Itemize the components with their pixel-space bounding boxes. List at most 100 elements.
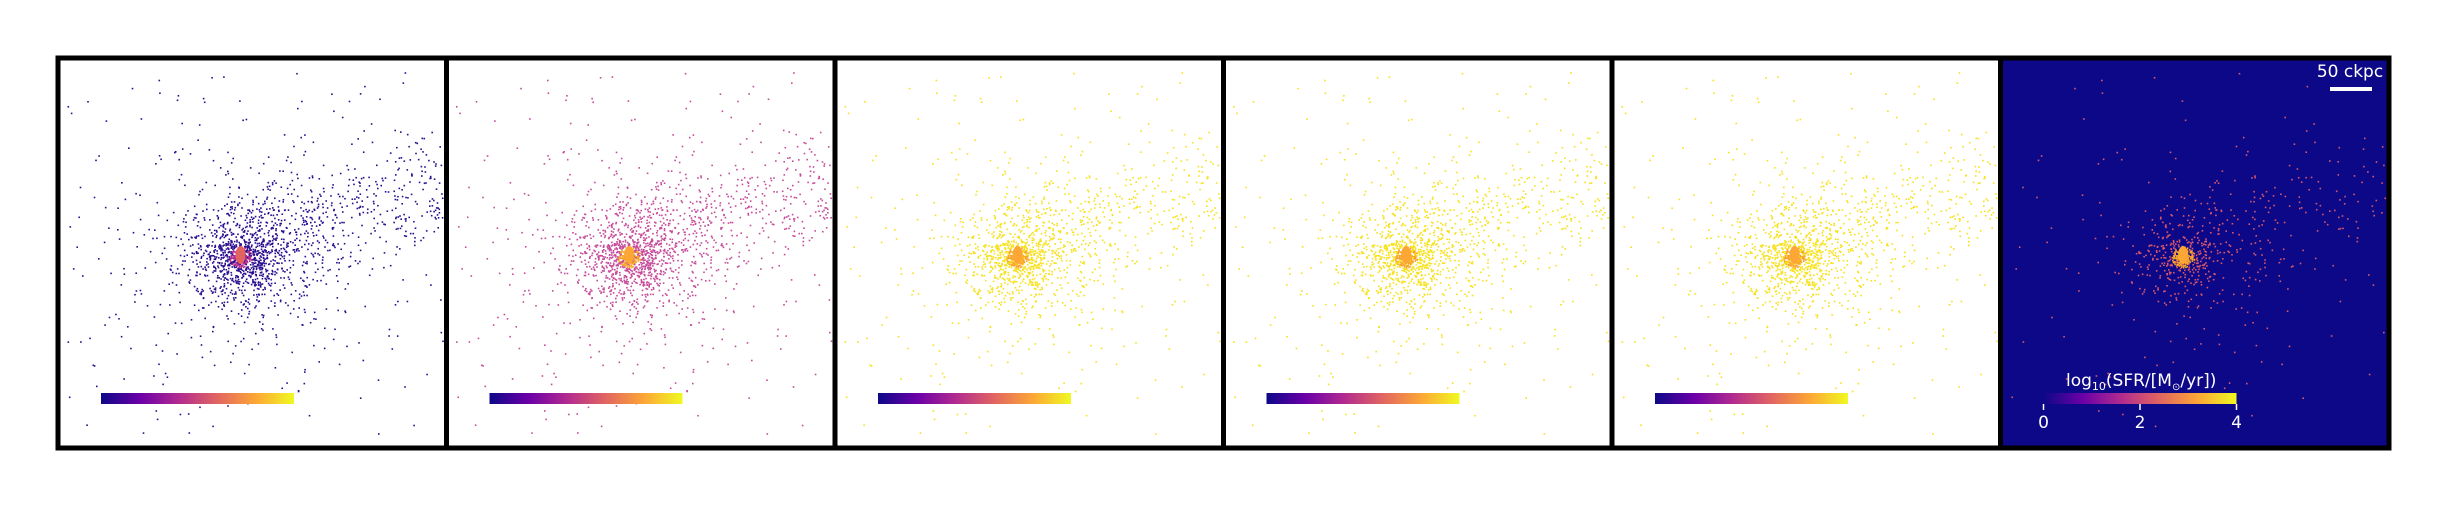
particle-point <box>246 281 249 284</box>
particle-point <box>258 209 261 211</box>
particle-point <box>596 253 598 256</box>
particle-point <box>647 274 650 277</box>
particle-point <box>1038 228 1040 230</box>
particle-point <box>681 249 683 251</box>
particle-point <box>253 262 256 265</box>
particle-point <box>694 230 696 232</box>
particle-point <box>1017 272 1019 274</box>
particle-point <box>567 291 569 294</box>
particle-point <box>354 168 356 170</box>
particle-point <box>430 284 432 286</box>
particle-point <box>393 221 395 224</box>
particle-point <box>274 367 277 369</box>
particle-point <box>907 347 909 350</box>
particle-point <box>1031 271 1034 273</box>
particle-point <box>1037 256 1039 258</box>
particle-point <box>630 264 633 266</box>
particle-point <box>1049 245 1051 248</box>
particle-point <box>290 282 293 284</box>
particle-point <box>608 258 611 261</box>
particle-point <box>822 216 825 219</box>
particle-point <box>589 233 591 236</box>
particle-point <box>646 288 649 290</box>
particle-point <box>274 233 277 235</box>
particle-point <box>698 189 701 191</box>
particle-point <box>136 246 138 248</box>
particle-point <box>588 226 590 229</box>
particle-point <box>226 203 228 205</box>
particle-point <box>802 240 805 243</box>
particle-point <box>977 248 979 251</box>
particle-point <box>650 239 653 242</box>
particle-point <box>310 244 313 247</box>
particle-point <box>229 228 232 231</box>
particle-point <box>654 251 657 254</box>
particle-point <box>660 269 662 272</box>
particle-point <box>233 240 236 243</box>
particle-point <box>977 255 980 258</box>
particle-point <box>606 245 609 247</box>
particle-point <box>1063 251 1065 254</box>
particle-point <box>634 225 637 228</box>
particle-point <box>684 248 686 251</box>
particle-point <box>340 248 342 251</box>
particle-point <box>981 268 984 270</box>
particle-point <box>1047 260 1049 263</box>
particle-point <box>797 181 800 183</box>
particle-point <box>1037 245 1040 248</box>
particle-point <box>262 323 264 325</box>
particle-point <box>381 221 384 223</box>
particle-point <box>223 304 225 306</box>
particle-point <box>1124 234 1127 237</box>
particle-point <box>666 219 668 221</box>
particle-point <box>254 237 257 239</box>
particle-point <box>260 248 263 251</box>
particle-point <box>690 279 693 282</box>
particle-point <box>224 234 227 237</box>
particle-point <box>1043 242 1046 245</box>
particle-point <box>204 275 207 277</box>
particle-point <box>1040 262 1043 265</box>
particle-point <box>248 254 250 256</box>
particle-point <box>1021 240 1023 243</box>
particle-point <box>183 218 185 220</box>
particle-point <box>974 252 976 254</box>
particle-point <box>78 216 80 219</box>
particle-point <box>785 300 788 303</box>
particle-point <box>256 263 259 266</box>
particle-point <box>793 230 796 233</box>
particle-point <box>1009 248 1011 250</box>
particle-point <box>828 299 831 301</box>
particle-point <box>599 255 601 257</box>
particle-point <box>643 251 646 253</box>
particle-point <box>325 308 328 310</box>
particle-point <box>1008 207 1010 210</box>
particle-point <box>1077 136 1079 139</box>
particle-point <box>631 231 633 233</box>
particle-point <box>734 164 737 167</box>
particle-point <box>601 260 603 263</box>
particle-point <box>656 230 659 232</box>
particle-point <box>751 176 753 179</box>
particle-point <box>192 261 194 263</box>
particle-point <box>761 227 764 229</box>
particle-point <box>662 270 665 273</box>
particle-point <box>227 172 230 175</box>
particle-point <box>721 209 724 212</box>
particle-point <box>1031 248 1034 251</box>
particle-point <box>798 232 800 235</box>
particle-point <box>226 234 229 236</box>
particle-point <box>742 168 745 170</box>
particle-point <box>608 246 611 248</box>
particle-point <box>629 197 632 200</box>
particle-point <box>307 200 310 203</box>
particle-point <box>650 216 653 219</box>
particle-point <box>242 264 244 266</box>
particle-point <box>1165 328 1168 331</box>
particle-point <box>980 217 983 219</box>
particle-point <box>251 209 254 212</box>
particle-point <box>977 246 979 248</box>
particle-point <box>249 210 251 213</box>
particle-point <box>1025 238 1028 241</box>
particle-point <box>264 286 266 289</box>
